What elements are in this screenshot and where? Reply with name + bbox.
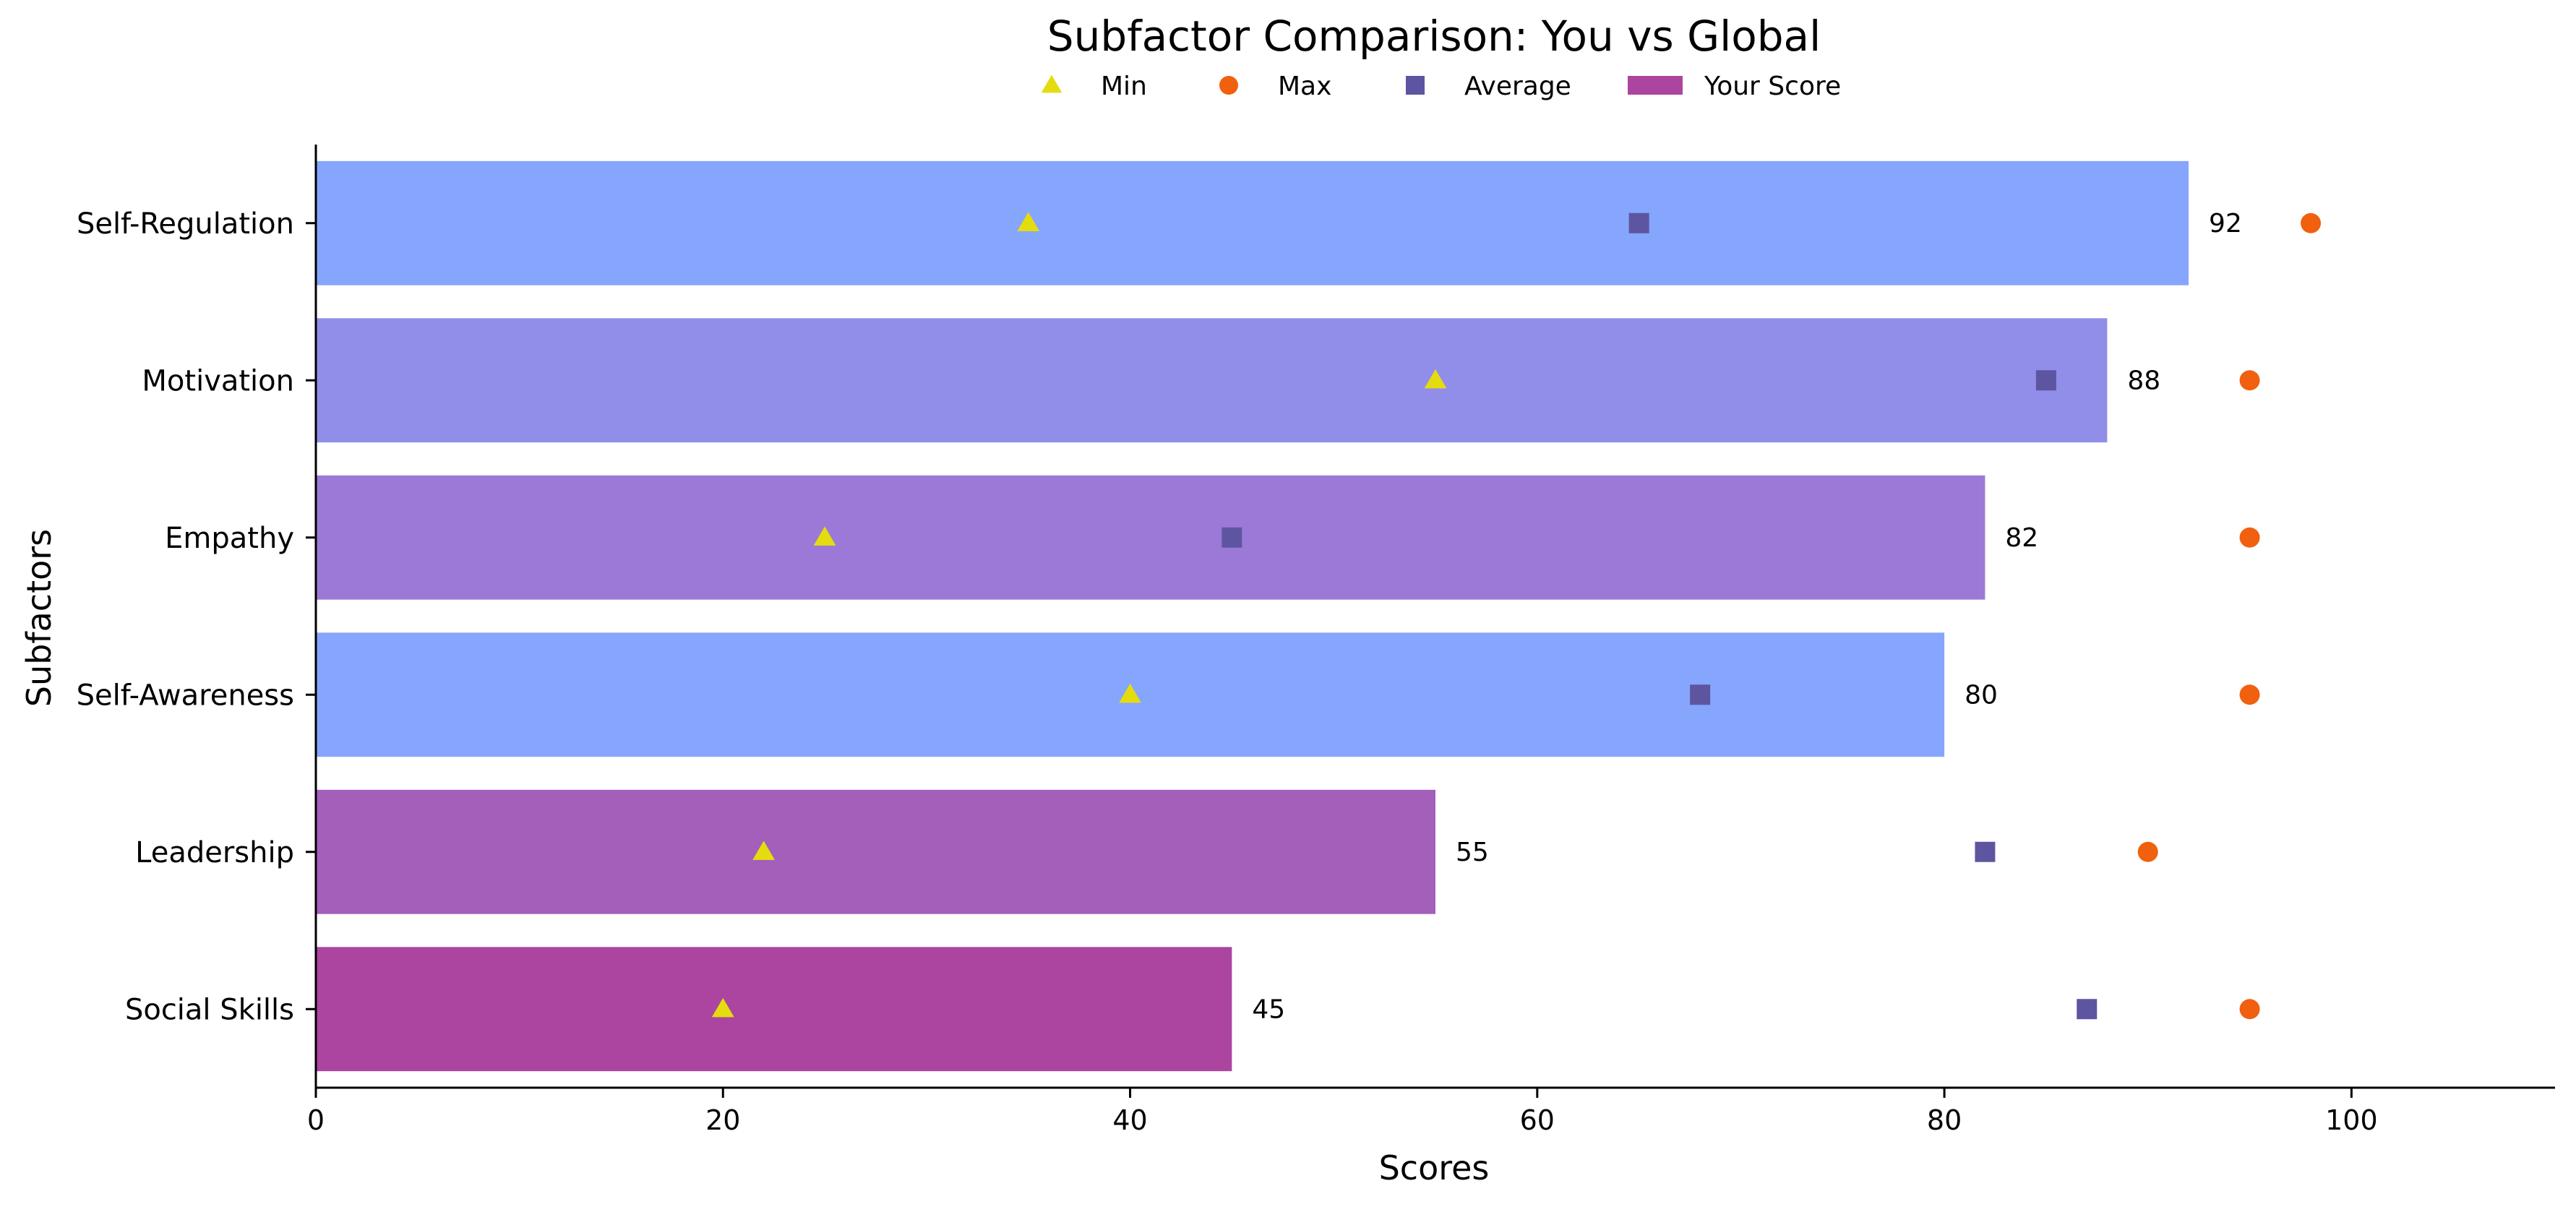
- legend-marker-max: [1219, 76, 1238, 95]
- y-tick-label-empathy: Empathy: [165, 522, 294, 555]
- bar-value-labels: 92 88 82 80 55 45: [1252, 209, 2242, 1025]
- average-marker-self-awareness: [1690, 684, 1711, 705]
- x-tick-label-80: 80: [1927, 1104, 1962, 1136]
- x-tick-label-0: 0: [307, 1104, 325, 1136]
- max-marker-self-awareness: [2239, 684, 2260, 705]
- legend-marker-average: [1406, 76, 1425, 95]
- y-tick-label-motivation: Motivation: [142, 364, 294, 397]
- bar-leadership: [316, 789, 1435, 914]
- x-tick-label-20: 20: [705, 1104, 740, 1136]
- average-marker-empathy: [1222, 527, 1242, 548]
- bar-motivation: [316, 318, 2108, 443]
- average-marker-social-skills: [2077, 999, 2098, 1020]
- legend-label-min: Min: [1101, 72, 1147, 101]
- markers-group: [711, 212, 2322, 1020]
- average-marker-self-regulation: [1628, 212, 1649, 233]
- bars-group: [316, 160, 2189, 1072]
- max-marker-self-regulation: [2301, 212, 2322, 233]
- min-marker-self-awareness: [1119, 683, 1141, 703]
- legend-label-your-score: Your Score: [1704, 72, 1841, 101]
- chart-title: Subfactor Comparison: You vs Global: [1047, 12, 1821, 61]
- bar-value-label-leadership: 55: [1456, 838, 1489, 867]
- min-marker-motivation: [1424, 369, 1447, 389]
- legend-marker-min: [1041, 74, 1062, 93]
- y-tick-label-leadership: Leadership: [135, 836, 294, 869]
- min-marker-self-regulation: [1017, 212, 1040, 231]
- x-axis-label: Scores: [1379, 1148, 1490, 1187]
- legend-marker-your-score: [1628, 76, 1683, 95]
- average-marker-motivation: [2035, 370, 2056, 391]
- x-tick-label-40: 40: [1112, 1104, 1147, 1136]
- bar-self-regulation: [316, 160, 2189, 285]
- y-tick-label-self-regulation: Self-Regulation: [77, 207, 294, 241]
- y-tick-label-social-skills: Social Skills: [125, 993, 294, 1026]
- x-tick-label-100: 100: [2325, 1104, 2378, 1136]
- axes-group: 0 20 40 60 80 100 Self-Regulation Motivation Emp…: [77, 145, 2555, 1136]
- y-tick-label-self-awareness: Self-Awareness: [77, 679, 294, 712]
- bar-value-label-social-skills: 45: [1252, 994, 1285, 1024]
- max-marker-social-skills: [2239, 999, 2260, 1020]
- bar-value-label-self-regulation: 92: [2209, 209, 2242, 238]
- x-tick-label-60: 60: [1520, 1104, 1555, 1136]
- bar-value-label-motivation: 88: [2127, 366, 2160, 395]
- bar-social-skills: [316, 947, 1232, 1072]
- legend: Min Max Average Your Score: [1041, 72, 1841, 101]
- legend-label-max: Max: [1278, 72, 1331, 101]
- bar-value-label-self-awareness: 80: [1965, 680, 1998, 710]
- average-marker-leadership: [1975, 841, 1996, 862]
- max-marker-motivation: [2239, 370, 2260, 391]
- min-marker-leadership: [752, 841, 775, 860]
- y-axis-label: Subfactors: [20, 529, 59, 707]
- bar-value-label-empathy: 82: [2005, 523, 2038, 553]
- max-marker-leadership: [2137, 841, 2158, 862]
- max-marker-empathy: [2239, 527, 2260, 548]
- min-marker-empathy: [813, 526, 836, 546]
- legend-label-average: Average: [1464, 72, 1571, 101]
- min-marker-social-skills: [711, 997, 734, 1018]
- bar-empathy: [316, 475, 1985, 600]
